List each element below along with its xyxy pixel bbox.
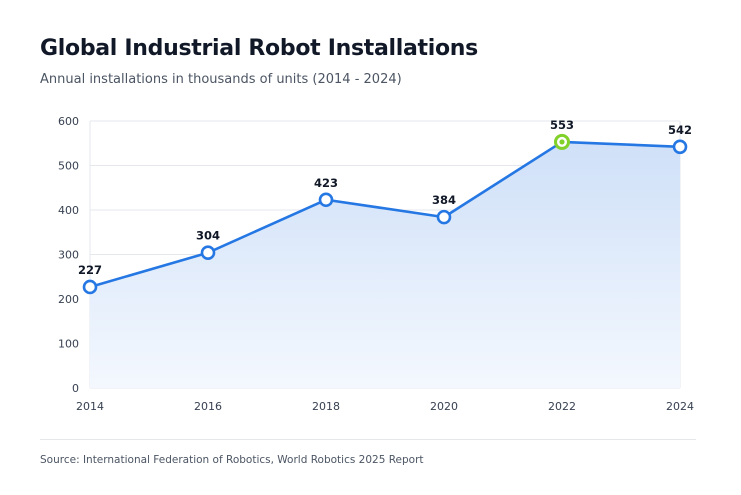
x-tick-label-2014: 2014 [76,400,104,413]
y-tick-label-200: 200 [58,293,79,306]
data-label-2016: 304 [196,229,220,243]
y-tick-label-0: 0 [72,382,79,395]
area-fill [90,141,680,388]
y-tick-label-600: 600 [58,115,79,128]
y-tick-label-400: 400 [58,204,79,217]
chart-title: Global Industrial Robot Installations [40,36,478,61]
data-label-2020: 384 [432,193,456,207]
data-label-2014: 227 [78,263,102,277]
footer-divider [40,439,696,440]
data-point-2014 [82,279,98,295]
x-tick-label-2016: 2016 [194,400,222,413]
data-point-2020 [436,209,452,225]
y-tick-label-300: 300 [58,249,79,262]
data-point-2016 [200,245,216,261]
x-tick-label-2024: 2024 [666,400,694,413]
source-note: Source: International Federation of Robo… [40,454,424,466]
y-tick-label-500: 500 [58,160,79,173]
data-point-center-2022 [559,139,565,145]
data-point-2024 [672,139,688,155]
x-tick-label-2018: 2018 [312,400,340,413]
x-tick-label-2022: 2022 [548,400,576,413]
series-line [88,140,682,289]
y-tick-label-100: 100 [58,338,79,351]
line-area-chart: 0 100 200 300 400 500 600 227 2014 304 2016 423 2018… [58,115,694,413]
data-point-2018 [318,192,334,208]
data-label-2024: 542 [668,123,692,137]
data-label-2018: 423 [314,176,338,190]
data-label-2022: 553 [550,118,574,132]
chart-subtitle: Annual installations in thousands of uni… [40,72,402,87]
x-tick-label-2020: 2020 [430,400,458,413]
